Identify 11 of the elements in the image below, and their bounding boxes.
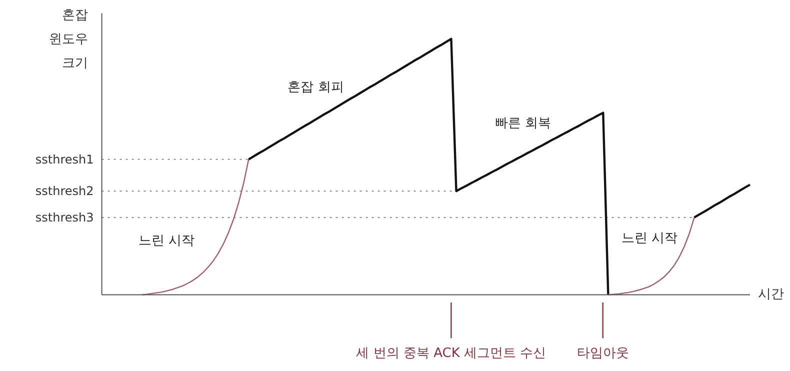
y-axis-title: 혼잡 윈도우 크기 bbox=[48, 8, 88, 72]
annotation: 느린 시작 bbox=[621, 230, 678, 246]
text: 타임아웃 bbox=[576, 346, 629, 361]
ref-line-label: ssthresh2 bbox=[35, 184, 94, 198]
text: 세 번의 중복 ACK 세그먼트 수신 bbox=[356, 346, 546, 361]
annotation: 느린 시작 bbox=[138, 234, 195, 249]
x-axis-title: 시간 bbox=[758, 287, 784, 302]
ref-line-label: ssthresh1 bbox=[35, 152, 94, 166]
annotation: 빠른 회복 bbox=[495, 116, 552, 131]
annotation: 혼잡 회피 bbox=[288, 80, 344, 95]
ref-line-label: ssthresh3 bbox=[35, 210, 94, 224]
